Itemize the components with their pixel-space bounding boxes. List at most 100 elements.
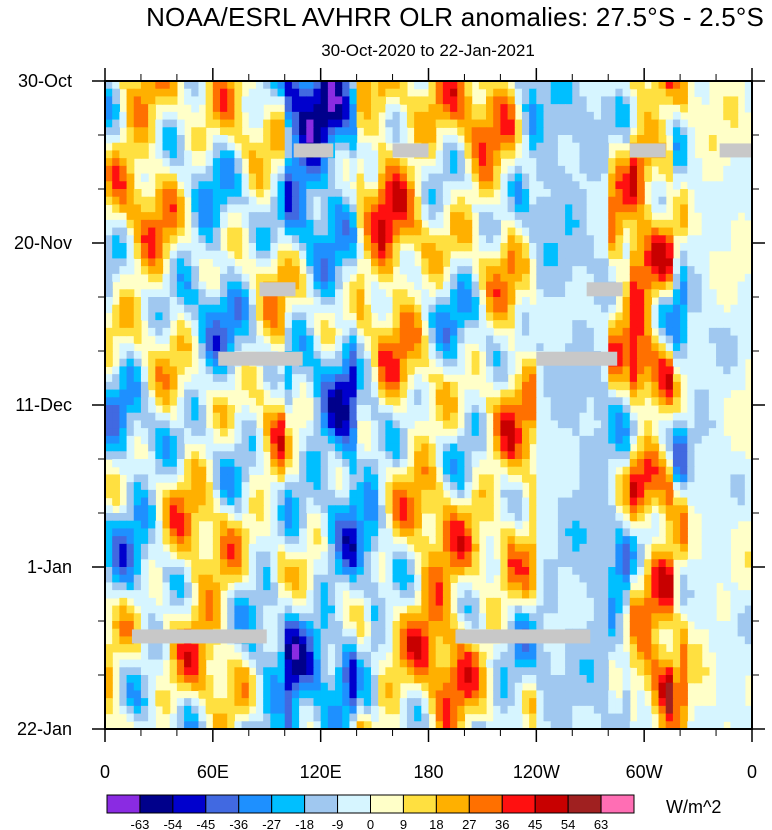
field-cell — [126, 212, 135, 221]
field-cell — [543, 235, 552, 244]
field-cell — [694, 258, 703, 267]
field-cell — [277, 204, 286, 213]
field-cell — [601, 405, 609, 414]
field-cell — [644, 343, 652, 352]
field-cell — [205, 158, 214, 167]
field-cell — [586, 443, 595, 452]
field-cell — [557, 574, 566, 584]
field-cell — [248, 420, 257, 429]
field-cell — [378, 273, 386, 283]
field-cell — [672, 119, 681, 128]
field-cell — [370, 258, 379, 267]
field-cell — [241, 273, 250, 283]
field-cell — [349, 389, 358, 398]
field-cell — [636, 96, 645, 105]
field-cell — [140, 312, 149, 321]
field-cell — [672, 381, 681, 391]
field-cell — [176, 227, 185, 236]
field-cell — [263, 258, 271, 267]
field-cell — [399, 258, 408, 267]
field-cell — [105, 266, 113, 275]
field-cell — [220, 474, 228, 483]
field-cell — [155, 142, 164, 152]
field-cell — [644, 381, 652, 391]
field-cell — [500, 189, 509, 198]
field-cell — [442, 389, 451, 398]
field-cell — [579, 420, 588, 429]
field-cell — [636, 81, 645, 90]
field-cell — [349, 81, 358, 90]
field-cell — [320, 412, 329, 422]
field-cell — [313, 489, 322, 499]
field-cell — [586, 304, 595, 314]
field-cell — [105, 196, 113, 206]
field-cell — [169, 590, 178, 599]
field-cell — [486, 289, 494, 298]
field-cell — [227, 505, 235, 514]
field-cell — [586, 127, 595, 136]
field-cell — [428, 135, 437, 144]
field-cell — [442, 567, 451, 576]
field-cell — [112, 489, 120, 499]
field-cell — [378, 582, 386, 591]
field-cell — [579, 320, 588, 329]
field-cell — [500, 250, 509, 260]
field-cell — [615, 366, 624, 375]
field-cell — [313, 304, 322, 314]
field-cell — [536, 111, 545, 121]
field-cell — [507, 528, 516, 537]
field-cell — [716, 196, 724, 206]
field-cell — [651, 158, 660, 167]
field-cell — [565, 459, 573, 468]
field-cell — [428, 551, 437, 560]
field-cell — [694, 335, 703, 344]
field-cell — [457, 320, 466, 329]
field-cell — [313, 505, 322, 514]
field-cell — [680, 536, 688, 545]
field-cell — [414, 127, 422, 136]
field-cell — [284, 397, 293, 406]
field-cell — [687, 297, 696, 306]
field-cell — [320, 219, 329, 229]
field-cell — [284, 204, 293, 213]
field-cell — [658, 582, 667, 591]
field-cell — [514, 590, 523, 599]
field-cell — [349, 219, 358, 229]
field-cell — [234, 227, 243, 236]
field-cell — [191, 551, 200, 560]
field-cell — [557, 219, 566, 229]
field-cell — [241, 204, 250, 213]
field-cell — [557, 551, 566, 560]
field-cell — [184, 189, 192, 198]
field-cell — [270, 420, 279, 429]
field-cell — [536, 243, 545, 252]
field-cell — [184, 150, 192, 159]
field-cell — [263, 420, 271, 429]
field-cell — [658, 574, 667, 584]
field-cell — [601, 181, 609, 190]
field-cell — [601, 420, 609, 429]
field-cell — [557, 273, 566, 283]
field-cell — [176, 497, 185, 506]
field-cell — [651, 258, 660, 267]
field-cell — [140, 258, 149, 267]
field-cell — [586, 590, 595, 599]
field-cell — [140, 81, 149, 90]
field-cell — [608, 158, 617, 167]
field-cell — [593, 273, 602, 283]
field-cell — [370, 451, 379, 460]
field-cell — [277, 327, 286, 337]
field-cell — [169, 474, 178, 483]
field-cell — [421, 559, 430, 568]
field-cell — [162, 227, 171, 236]
field-cell — [586, 497, 595, 506]
field-cell — [356, 196, 365, 206]
field-cell — [428, 505, 437, 514]
field-cell — [349, 482, 358, 491]
field-cell — [701, 204, 710, 213]
field-cell — [198, 320, 207, 329]
field-cell — [716, 536, 724, 545]
field-cell — [370, 189, 379, 198]
field-cell — [291, 104, 300, 113]
field-cell — [651, 88, 660, 98]
